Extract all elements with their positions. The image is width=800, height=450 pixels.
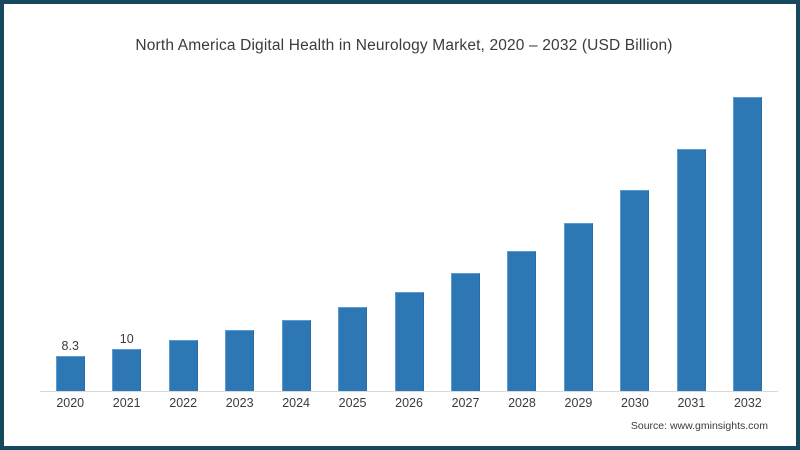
x-tick-label-2021: 2021: [112, 396, 141, 410]
bar-slot: [324, 74, 380, 391]
x-tick-label-2029: 2029: [564, 396, 593, 410]
source-attribution: Source: www.gminsights.com: [630, 420, 768, 432]
bar[interactable]: [168, 340, 198, 391]
x-tick-label-2026: 2026: [395, 396, 423, 410]
bar-slot: [211, 74, 267, 391]
bar-slot: [720, 74, 776, 391]
bar[interactable]: [507, 251, 537, 391]
bar[interactable]: [281, 320, 311, 391]
x-axis-tick-labels: 2020 2021 2022 2023 2024 2025 2026 2027 2028 2029…: [42, 396, 776, 410]
x-tick-label-2031: 2031: [677, 396, 706, 410]
x-tick-label-2020: 2020: [56, 396, 85, 410]
bar[interactable]: [338, 307, 368, 391]
bar-slot: [663, 74, 719, 391]
bar[interactable]: [733, 97, 763, 391]
x-axis-line: [40, 391, 778, 392]
bar-slot: [437, 74, 493, 391]
bar[interactable]: [451, 273, 481, 391]
bar[interactable]: [620, 190, 650, 391]
bar-slot: [550, 74, 606, 391]
bar-slot: [268, 74, 324, 391]
bar[interactable]: [55, 356, 85, 391]
bar[interactable]: [563, 223, 593, 391]
bar[interactable]: [394, 292, 424, 391]
x-tick-label-2032: 2032: [733, 396, 762, 410]
x-tick-label-2027: 2027: [451, 396, 480, 410]
bar-slot: [381, 74, 437, 391]
chart-title: North America Digital Health in Neurolog…: [135, 37, 673, 54]
x-tick-label-2025: 2025: [338, 396, 367, 410]
bar-slot: 10: [98, 74, 154, 391]
bar-slot: [607, 74, 663, 391]
bar-slot: [494, 74, 550, 391]
x-tick-label-2022: 2022: [169, 396, 198, 410]
bar-value-label: 10: [119, 332, 134, 346]
x-tick-label-2030: 2030: [621, 396, 649, 410]
x-tick-label-2024: 2024: [282, 396, 311, 410]
bar[interactable]: [112, 349, 142, 391]
bar-slot: 8.3: [42, 74, 98, 391]
bar-series: 8.3 10: [42, 74, 776, 391]
bar[interactable]: [225, 330, 255, 391]
bar-slot: [155, 74, 211, 391]
bar-value-label: 8.3: [61, 339, 79, 353]
bar[interactable]: [676, 149, 706, 391]
x-tick-label-2023: 2023: [225, 396, 254, 410]
x-tick-label-2028: 2028: [508, 396, 536, 410]
